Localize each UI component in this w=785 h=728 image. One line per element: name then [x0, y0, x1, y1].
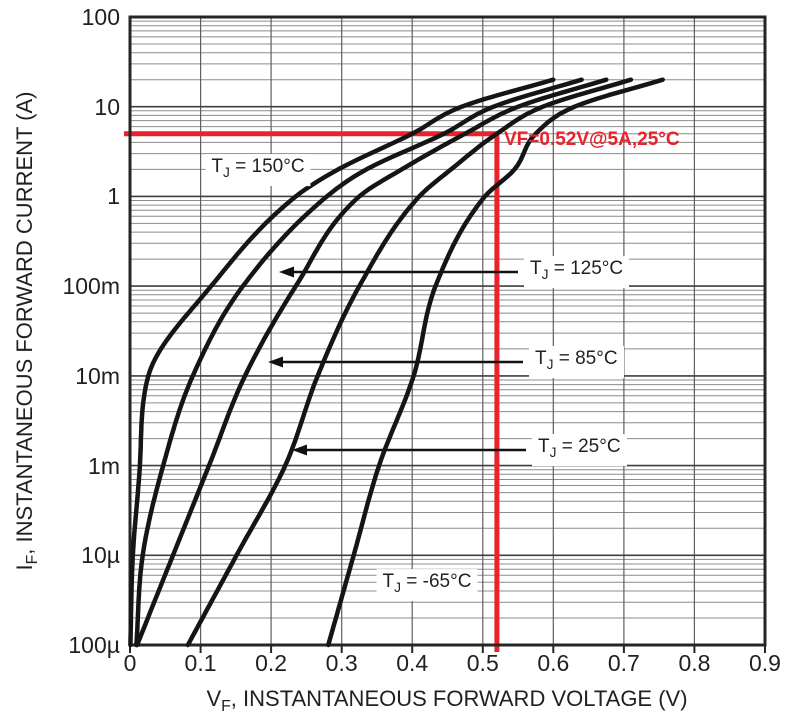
- curve-label-tj-minus65c: TJ = -65°C: [376, 569, 478, 601]
- y-axis-title: IF, INSTANTANEOUS FORWARD CURRENT (A): [11, 91, 42, 571]
- forward-current-curve-tj-125c: [134, 77, 584, 648]
- y-axis-tick-label-10: 10: [94, 93, 120, 120]
- x-axis-tick-label-0.3: 0.3: [325, 650, 358, 676]
- y-axis-tick-label-100m: 100m: [62, 273, 120, 300]
- plot-border: [128, 15, 767, 647]
- x-axis-tick-label-0.2: 0.2: [255, 650, 288, 676]
- x-axis-tick-label-0.4: 0.4: [396, 650, 429, 676]
- y-axis-tick-label-100µ: 100µ: [68, 632, 120, 658]
- x-axis-tick-label-0: 0: [123, 650, 137, 676]
- y-axis-tick-label-100: 100: [81, 4, 120, 30]
- curve-label-tj-85c: TJ = 85°C: [529, 346, 624, 378]
- vf-annotation: VF=0.52V@5A,25°C: [504, 129, 680, 150]
- grid-minor-lines: [130, 20, 765, 619]
- temperature-callout-arrowhead-tj-125c: [279, 266, 294, 278]
- forward-current-curve-tj-25c: [185, 77, 634, 648]
- x-axis-tick-label-0.6: 0.6: [537, 650, 570, 676]
- y-axis-tick-label-1m: 1m: [88, 452, 120, 479]
- temperature-callout-arrowhead-tj-85c: [268, 356, 283, 368]
- y-axis-tick-label-1: 1: [107, 183, 120, 210]
- curve-label-tj-25c: TJ = 25°C: [532, 434, 627, 466]
- x-axis-title: VF, INSTANTANEOUS FORWARD VOLTAGE (V): [206, 685, 688, 716]
- x-axis-tick-marks: [129, 645, 766, 653]
- temperature-callout-arrowhead-tj-25c: [292, 444, 307, 456]
- x-axis-tick-label-0.1: 0.1: [184, 650, 217, 676]
- x-axis-tick-label-0.7: 0.7: [607, 650, 640, 676]
- curve-label-tj-125c: TJ = 125°C: [524, 256, 630, 288]
- y-axis-tick-label-10µ: 10µ: [81, 542, 120, 569]
- x-axis-tick-label-0.8: 0.8: [678, 650, 711, 676]
- forward-current-curve-tj-150c: [128, 77, 556, 648]
- forward-current-curve-tj-minus65c: [326, 77, 665, 648]
- x-axis-tick-label-0.9: 0.9: [749, 650, 781, 676]
- forward-current-curve-tj-85c: [134, 77, 609, 648]
- x-axis-tick-label-0.5: 0.5: [466, 650, 499, 676]
- y-axis-tick-label-10m: 10m: [75, 362, 120, 389]
- curve-label-tj-150c: TJ = 150°C: [205, 154, 311, 186]
